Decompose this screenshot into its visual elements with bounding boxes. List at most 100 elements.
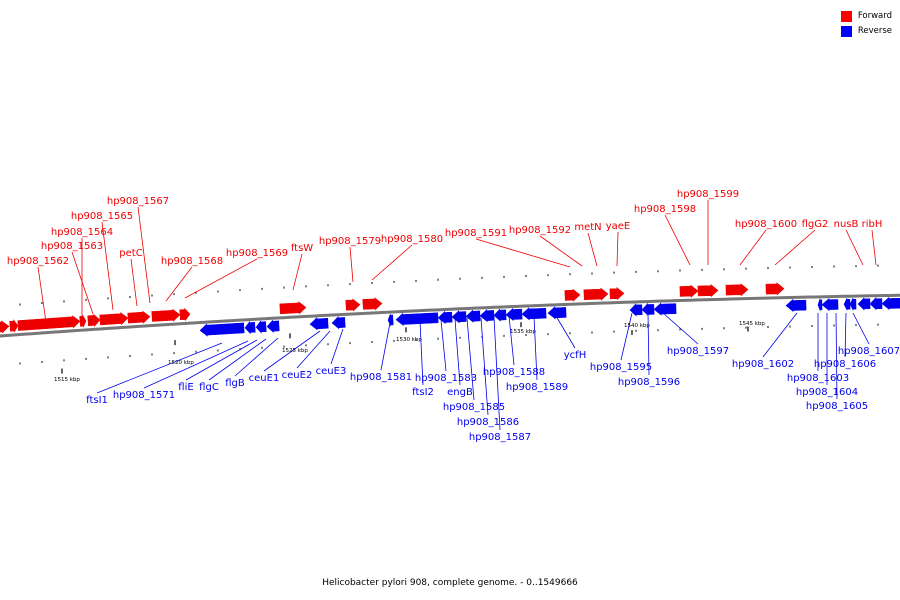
genome-caption: Helicobacter pylori 908, complete genome… (322, 578, 578, 588)
reverse-gene-arrow (817, 298, 823, 311)
forward-gene-arrow (583, 287, 609, 301)
gene-label-engb: engB (447, 387, 473, 398)
gene-label-hp908-1592: hp908_1592 (509, 225, 571, 236)
gene-label-hp908-1587: hp908_1587 (469, 432, 531, 443)
gene-label-flgb: flgB (225, 378, 245, 389)
leader-line (762, 312, 798, 358)
kbp-label: 1520 kbp (168, 360, 194, 366)
gene-label-hp908-1571: hp908_1571 (113, 390, 175, 401)
label-leader-lines (37, 200, 877, 431)
reverse-gene-arrow (451, 310, 467, 324)
gene-label-hp908-1579: hp908_1579 (319, 236, 381, 247)
legend-item-reverse: Reverse (840, 24, 892, 39)
legend-label-forward: Forward (857, 11, 892, 21)
reverse-gene-arrow (641, 302, 655, 317)
leader-line (419, 320, 424, 386)
leader-line (508, 315, 515, 366)
gene-label-hp908-1605: hp908_1605 (806, 401, 868, 412)
forward-gene-arrow (679, 284, 699, 298)
kbp-label: 1540 kbp (624, 323, 650, 329)
reverse-gene-arrow (266, 319, 280, 333)
reverse-gene-arrow (843, 298, 851, 311)
reverse-gene-arrow (857, 297, 871, 311)
leader-line (620, 312, 633, 361)
leader-line (184, 258, 258, 299)
leader-line (533, 315, 538, 381)
leader-line (475, 238, 571, 268)
backbone-line (0, 293, 900, 338)
leader-line (844, 312, 847, 358)
gene-label-ftsw: ftsW (291, 243, 313, 254)
leader-line (647, 312, 650, 376)
leader-line (330, 328, 344, 365)
gene-label-hp908-1563: hp908_1563 (41, 241, 103, 252)
forward-gene-arrow (609, 287, 625, 301)
legend-label-reverse: Reverse (857, 26, 892, 36)
legend-swatch-reverse (840, 26, 852, 37)
leader-line (871, 229, 877, 266)
reverse-gene-arrow (244, 320, 256, 335)
leader-line (454, 318, 461, 386)
forward-gene-arrow (79, 314, 87, 328)
gene-label-hp908-1591: hp908_1591 (445, 228, 507, 239)
kbp-label: 1525 kbp (282, 348, 308, 354)
gene-label-hp908-1585: hp908_1585 (443, 402, 505, 413)
leader-line (493, 316, 501, 431)
gene-label-hp908-1568: hp908_1568 (161, 256, 223, 267)
leader-line (71, 251, 94, 315)
gene-label-nusb: nusB (834, 219, 859, 230)
forward-gene-arrow (725, 283, 749, 297)
reverse-gene-arrow (493, 308, 507, 322)
leader-line (185, 339, 258, 381)
leader-line (234, 337, 279, 377)
kbp-labels: 1515 kbp 1520 kbp 1525 kbp 1530 kbp 1535 kbp… (54, 321, 765, 383)
legend-swatch-forward (840, 11, 852, 22)
leader-line (96, 342, 223, 394)
leader-line (739, 229, 767, 266)
gene-label-hp908-1595: hp908_1595 (590, 362, 652, 373)
gene-label-hp908-1588: hp908_1588 (483, 367, 545, 378)
reverse-gene-arrow (437, 310, 453, 325)
reverse-gene-arrow (629, 303, 643, 317)
reverse-gene-arrow (387, 313, 394, 327)
forward-gene-arrow (564, 288, 581, 302)
gene-label-ceue1: ceuE1 (249, 373, 280, 384)
leader-line (37, 266, 47, 323)
leader-line (101, 221, 114, 311)
reverse-gene-arrow (255, 320, 267, 334)
gene-label-ceue2: ceuE2 (282, 370, 313, 381)
gene-arrows (0, 282, 900, 337)
forward-gene-arrow (151, 308, 181, 322)
reverse-gene-arrow (521, 307, 547, 321)
leader-line (371, 244, 413, 281)
reverse-gene-arrow (653, 302, 677, 316)
leader-line (852, 312, 870, 345)
forward-gene-arrow (87, 313, 101, 327)
leader-line (555, 315, 576, 349)
forward-gene-arrow (0, 320, 10, 334)
gene-label-hp908-1583: hp908_1583 (415, 373, 477, 384)
forward-gene-arrow (345, 298, 361, 312)
gene-labels: hp908_1562 hp908_1564 hp908_1563 hp908_1565… (7, 189, 900, 443)
gene-label-ftsi2: ftsI2 (412, 387, 434, 398)
forward-gene-arrow (9, 319, 19, 333)
forward-gene-arrow (127, 310, 151, 324)
reverse-gene-arrow (881, 296, 900, 311)
reverse-gene-arrow (785, 298, 807, 312)
reverse-gene-arrow (395, 312, 439, 326)
gene-label-flgc: flgC (199, 382, 219, 393)
leader-line (539, 235, 583, 267)
gene-label-hp908-1569: hp908_1569 (226, 248, 288, 259)
leader-line (130, 258, 138, 307)
gene-label-hp908-1567: hp908_1567 (107, 196, 169, 207)
leader-line (774, 229, 816, 266)
gene-label-hp908-1581: hp908_1581 (350, 372, 412, 383)
gene-label-hp908-1580: hp908_1580 (381, 234, 443, 245)
gene-label-metn: metN (574, 222, 601, 233)
leader-line (662, 312, 699, 345)
leader-line (845, 229, 864, 266)
reverse-gene-arrow (199, 322, 245, 337)
leader-line (165, 266, 193, 302)
